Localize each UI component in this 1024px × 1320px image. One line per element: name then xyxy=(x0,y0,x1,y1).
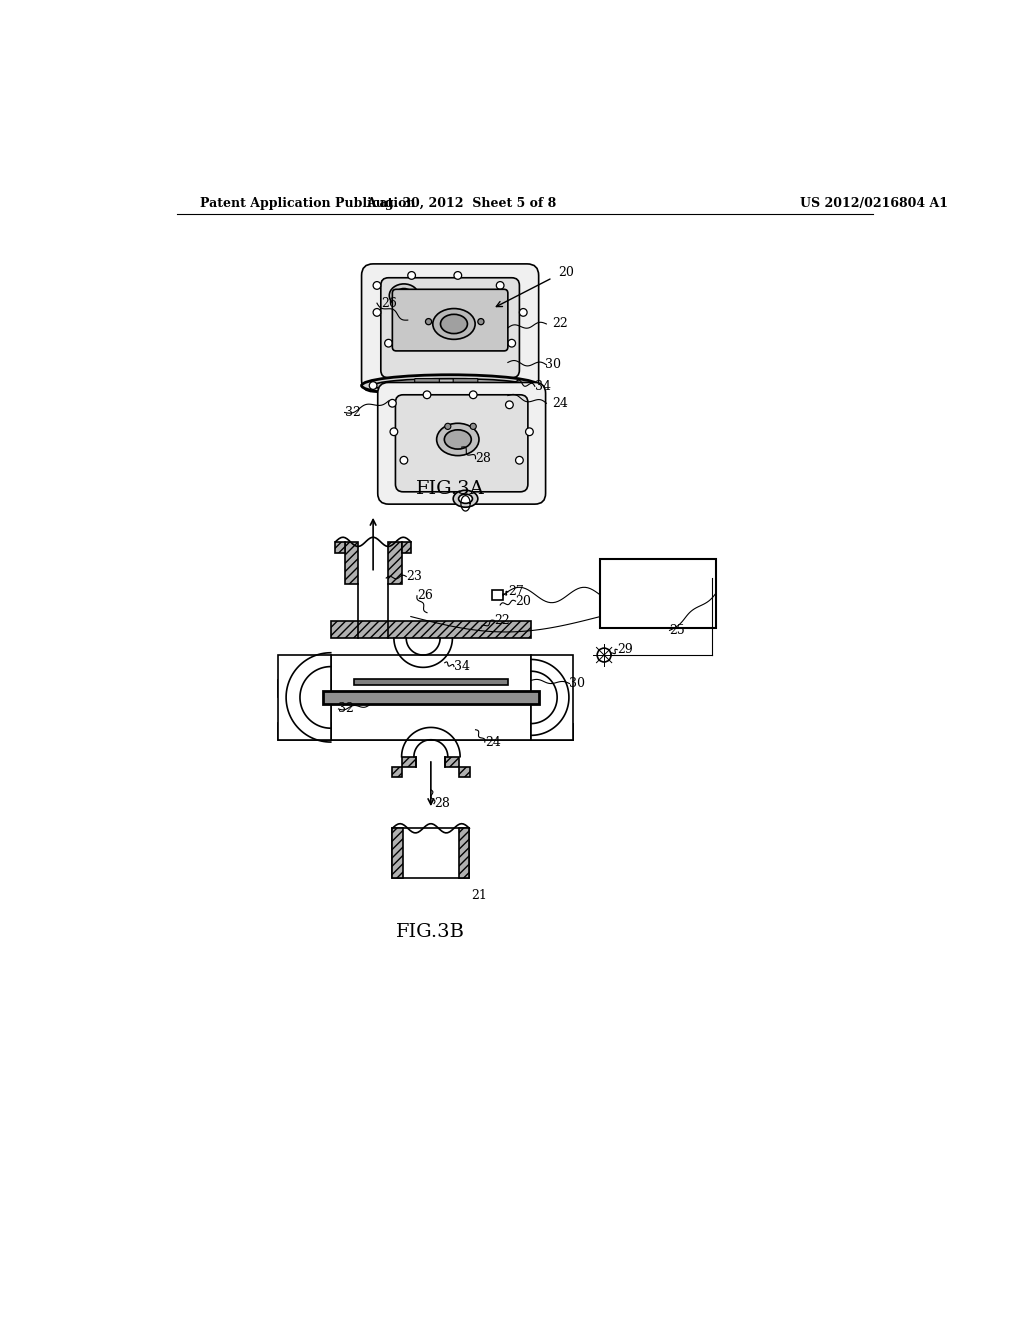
Ellipse shape xyxy=(433,309,475,339)
Bar xyxy=(331,723,531,739)
Text: 26: 26 xyxy=(381,297,396,310)
Text: FIG.3B: FIG.3B xyxy=(396,923,465,941)
Circle shape xyxy=(400,457,408,465)
Bar xyxy=(531,725,573,739)
Circle shape xyxy=(444,424,451,429)
Circle shape xyxy=(423,391,431,399)
Circle shape xyxy=(408,272,416,280)
Bar xyxy=(331,622,531,638)
Ellipse shape xyxy=(389,284,419,308)
Ellipse shape xyxy=(361,375,539,396)
Text: 20: 20 xyxy=(515,594,531,607)
FancyBboxPatch shape xyxy=(361,264,539,392)
Circle shape xyxy=(478,318,484,325)
Bar xyxy=(460,767,470,777)
Text: 24: 24 xyxy=(553,397,568,409)
Bar xyxy=(402,756,416,767)
Bar xyxy=(392,829,469,878)
Circle shape xyxy=(373,309,381,317)
Circle shape xyxy=(388,400,396,407)
Circle shape xyxy=(506,401,513,409)
Bar xyxy=(531,725,573,739)
Text: 34: 34 xyxy=(454,660,470,673)
Bar xyxy=(401,543,411,553)
Text: 27: 27 xyxy=(508,585,523,598)
Text: FIG.3A: FIG.3A xyxy=(416,480,484,499)
Circle shape xyxy=(373,281,381,289)
Text: 30: 30 xyxy=(545,358,561,371)
FancyBboxPatch shape xyxy=(378,383,546,504)
Ellipse shape xyxy=(373,379,527,392)
FancyBboxPatch shape xyxy=(415,379,439,392)
Bar xyxy=(600,558,716,628)
Circle shape xyxy=(470,424,476,429)
Text: 34: 34 xyxy=(535,380,551,393)
Bar xyxy=(279,681,331,697)
Text: Aug. 30, 2012  Sheet 5 of 8: Aug. 30, 2012 Sheet 5 of 8 xyxy=(367,197,557,210)
Text: US 2012/0216804 A1: US 2012/0216804 A1 xyxy=(801,197,948,210)
FancyBboxPatch shape xyxy=(395,395,528,492)
Text: 25: 25 xyxy=(670,624,685,638)
Ellipse shape xyxy=(454,490,478,507)
Circle shape xyxy=(370,381,377,389)
Ellipse shape xyxy=(436,424,479,455)
Text: 32: 32 xyxy=(345,407,360,418)
Bar xyxy=(391,767,402,777)
Text: 22: 22 xyxy=(494,614,510,627)
Bar xyxy=(445,756,460,767)
Circle shape xyxy=(385,339,392,347)
Text: Patent Application Publication: Patent Application Publication xyxy=(200,197,416,210)
Ellipse shape xyxy=(395,289,413,302)
Circle shape xyxy=(469,391,477,399)
Circle shape xyxy=(519,309,527,317)
Circle shape xyxy=(497,281,504,289)
Ellipse shape xyxy=(440,314,467,334)
Ellipse shape xyxy=(515,383,531,396)
Circle shape xyxy=(390,428,397,436)
Bar xyxy=(345,541,358,585)
Text: 24: 24 xyxy=(484,735,501,748)
Circle shape xyxy=(519,385,527,393)
Bar xyxy=(331,655,531,739)
Circle shape xyxy=(597,648,611,663)
Text: 28: 28 xyxy=(475,453,492,465)
Circle shape xyxy=(525,428,534,436)
Text: 23: 23 xyxy=(407,570,422,583)
Bar xyxy=(388,541,401,585)
FancyBboxPatch shape xyxy=(454,379,478,392)
Text: 30: 30 xyxy=(569,677,586,690)
Circle shape xyxy=(425,318,432,325)
Circle shape xyxy=(515,457,523,465)
Bar xyxy=(323,692,539,704)
Text: 28: 28 xyxy=(434,797,450,810)
Text: 32: 32 xyxy=(339,702,354,715)
FancyBboxPatch shape xyxy=(392,289,508,351)
Bar xyxy=(392,829,403,878)
FancyBboxPatch shape xyxy=(381,277,519,378)
Bar xyxy=(459,829,469,878)
Bar xyxy=(531,655,573,739)
Text: 20: 20 xyxy=(558,265,573,279)
Text: 29: 29 xyxy=(617,643,633,656)
Bar xyxy=(493,590,503,601)
Bar xyxy=(279,723,331,739)
Text: 22: 22 xyxy=(553,317,568,330)
Bar xyxy=(279,655,331,739)
Circle shape xyxy=(508,339,515,347)
Bar xyxy=(354,678,508,685)
Text: 26: 26 xyxy=(417,589,433,602)
Ellipse shape xyxy=(459,494,472,503)
Bar xyxy=(336,543,345,553)
Ellipse shape xyxy=(444,430,471,449)
Circle shape xyxy=(454,272,462,280)
Text: 21: 21 xyxy=(471,888,486,902)
